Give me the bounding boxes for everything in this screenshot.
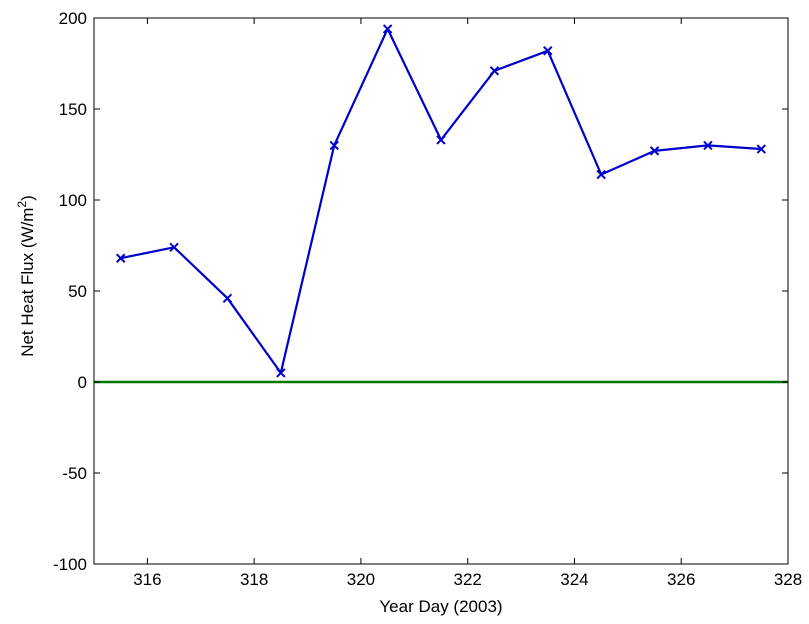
y-tick-label: 150 [59, 100, 87, 119]
data-point-marker [169, 242, 179, 253]
marker-stroke [543, 46, 553, 56]
marker-stroke [276, 368, 286, 378]
y-axis-label-close: ) [18, 195, 37, 201]
y-tick-label: 200 [59, 9, 87, 28]
data-point-marker [329, 140, 339, 151]
data-point-marker [596, 169, 606, 180]
data-point-marker [276, 368, 286, 378]
marker-stroke [703, 140, 713, 151]
plot-area [93, 17, 789, 565]
marker-stroke [222, 293, 233, 303]
x-tick-label: 318 [240, 570, 268, 589]
x-tick-label: 322 [454, 570, 482, 589]
y-tick-label: 0 [78, 373, 87, 392]
data-point-marker [382, 24, 393, 34]
plot-frame [93, 17, 789, 565]
marker-stroke [436, 135, 446, 145]
data-point-marker [115, 253, 126, 263]
y-axis-label-main: Net Heat Flux (W/m [18, 208, 37, 357]
marker-stroke [329, 140, 339, 151]
marker-stroke [489, 66, 500, 76]
marker-stroke [756, 144, 767, 154]
marker-stroke [169, 242, 179, 253]
x-tick-label: 328 [774, 570, 802, 589]
marker-stroke [649, 146, 660, 156]
y-tick-label: -100 [53, 555, 87, 574]
y-tick-label: 100 [59, 191, 87, 210]
series-line [120, 27, 762, 374]
data-point-marker [649, 146, 660, 156]
y-axis-label: Net Heat Flux (W/m2) [15, 195, 37, 357]
y-tick-label: 50 [68, 282, 87, 301]
data-point-marker [543, 46, 553, 56]
axis-ticks [94, 17, 789, 565]
x-tick-label: 316 [133, 570, 161, 589]
marker-stroke [596, 169, 606, 180]
y-axis-label-superscript: 2 [15, 201, 29, 208]
data-point-marker [703, 140, 713, 151]
x-tick-label: 320 [347, 570, 375, 589]
data-point-marker [489, 66, 500, 76]
x-axis-label: Year Day (2003) [379, 597, 502, 616]
y-tick-label: -50 [62, 464, 87, 483]
tick-labels: 316 318 320 322 324 326 328 -100 -50 0 50 100 150 200 [53, 9, 802, 589]
marker-stroke [382, 24, 393, 34]
data-point-marker [222, 293, 233, 303]
x-tick-label: 326 [667, 570, 695, 589]
x-tick-label: 324 [560, 570, 588, 589]
data-point-marker [436, 135, 446, 145]
marker-stroke [115, 253, 126, 263]
data-point-marker [756, 144, 767, 154]
